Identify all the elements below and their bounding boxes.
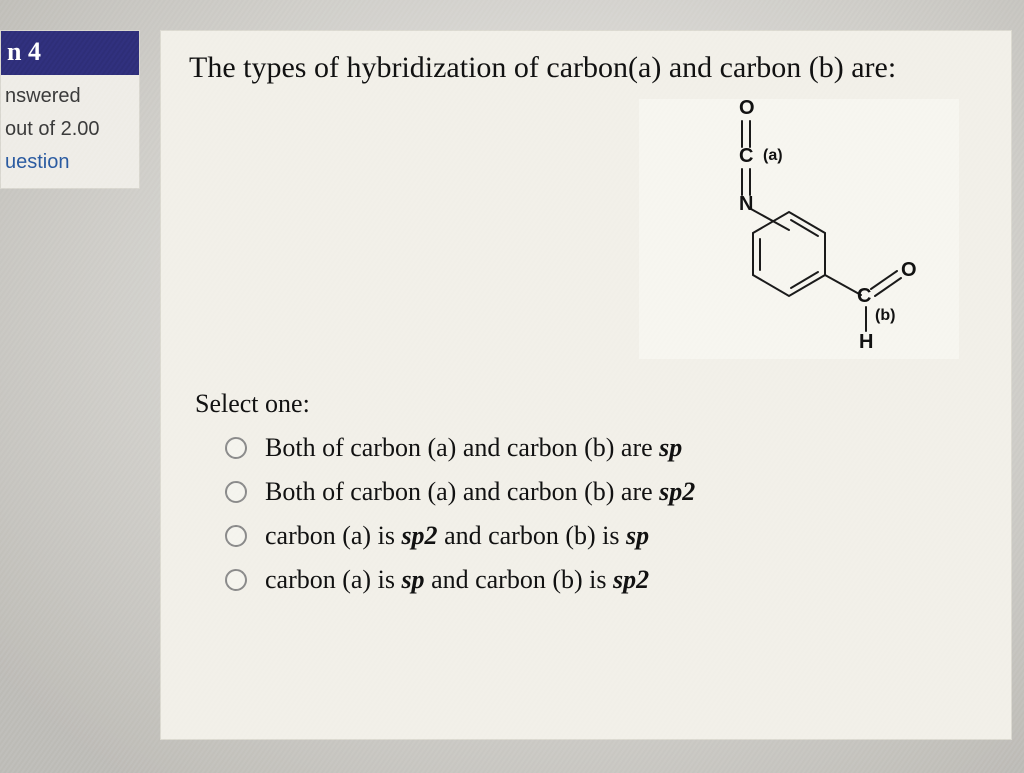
option-text: Both of carbon (a) and carbon (b) are sp [265, 433, 682, 463]
option-row[interactable]: carbon (a) is sp and carbon (b) is sp2 [225, 565, 989, 595]
atom-N: N [739, 193, 753, 216]
radio-icon[interactable] [225, 437, 247, 459]
atom-C-a: C [739, 145, 753, 168]
answer-status: nswered [1, 75, 139, 108]
option-row[interactable]: carbon (a) is sp2 and carbon (b) is sp [225, 521, 989, 551]
atom-H: H [859, 331, 873, 354]
radio-icon[interactable] [225, 525, 247, 547]
question-sidebar: n 4 nswered out of 2.00 uestion [0, 30, 140, 189]
option-text: Both of carbon (a) and carbon (b) are sp… [265, 477, 695, 507]
flag-question-link[interactable]: uestion [1, 141, 139, 174]
molecule-svg [639, 99, 959, 359]
question-number-badge: n 4 [1, 31, 139, 75]
atom-O-b: O [901, 259, 917, 282]
label-a: (a) [763, 147, 783, 165]
option-text: carbon (a) is sp2 and carbon (b) is sp [265, 521, 649, 551]
option-text: carbon (a) is sp and carbon (b) is sp2 [265, 565, 649, 595]
question-panel: The types of hybridization of carbon(a) … [160, 30, 1012, 740]
select-one-label: Select one: [195, 389, 989, 419]
atom-C-b: C [857, 285, 871, 308]
radio-icon[interactable] [225, 481, 247, 503]
marks-line: out of 2.00 [1, 108, 139, 141]
atom-O-top: O [739, 97, 755, 120]
option-row[interactable]: Both of carbon (a) and carbon (b) are sp [225, 433, 989, 463]
molecule-figure: O C N C O H (a) (b) [639, 99, 959, 359]
option-row[interactable]: Both of carbon (a) and carbon (b) are sp… [225, 477, 989, 507]
question-prompt: The types of hybridization of carbon(a) … [189, 49, 989, 87]
label-b: (b) [875, 307, 895, 325]
radio-icon[interactable] [225, 569, 247, 591]
